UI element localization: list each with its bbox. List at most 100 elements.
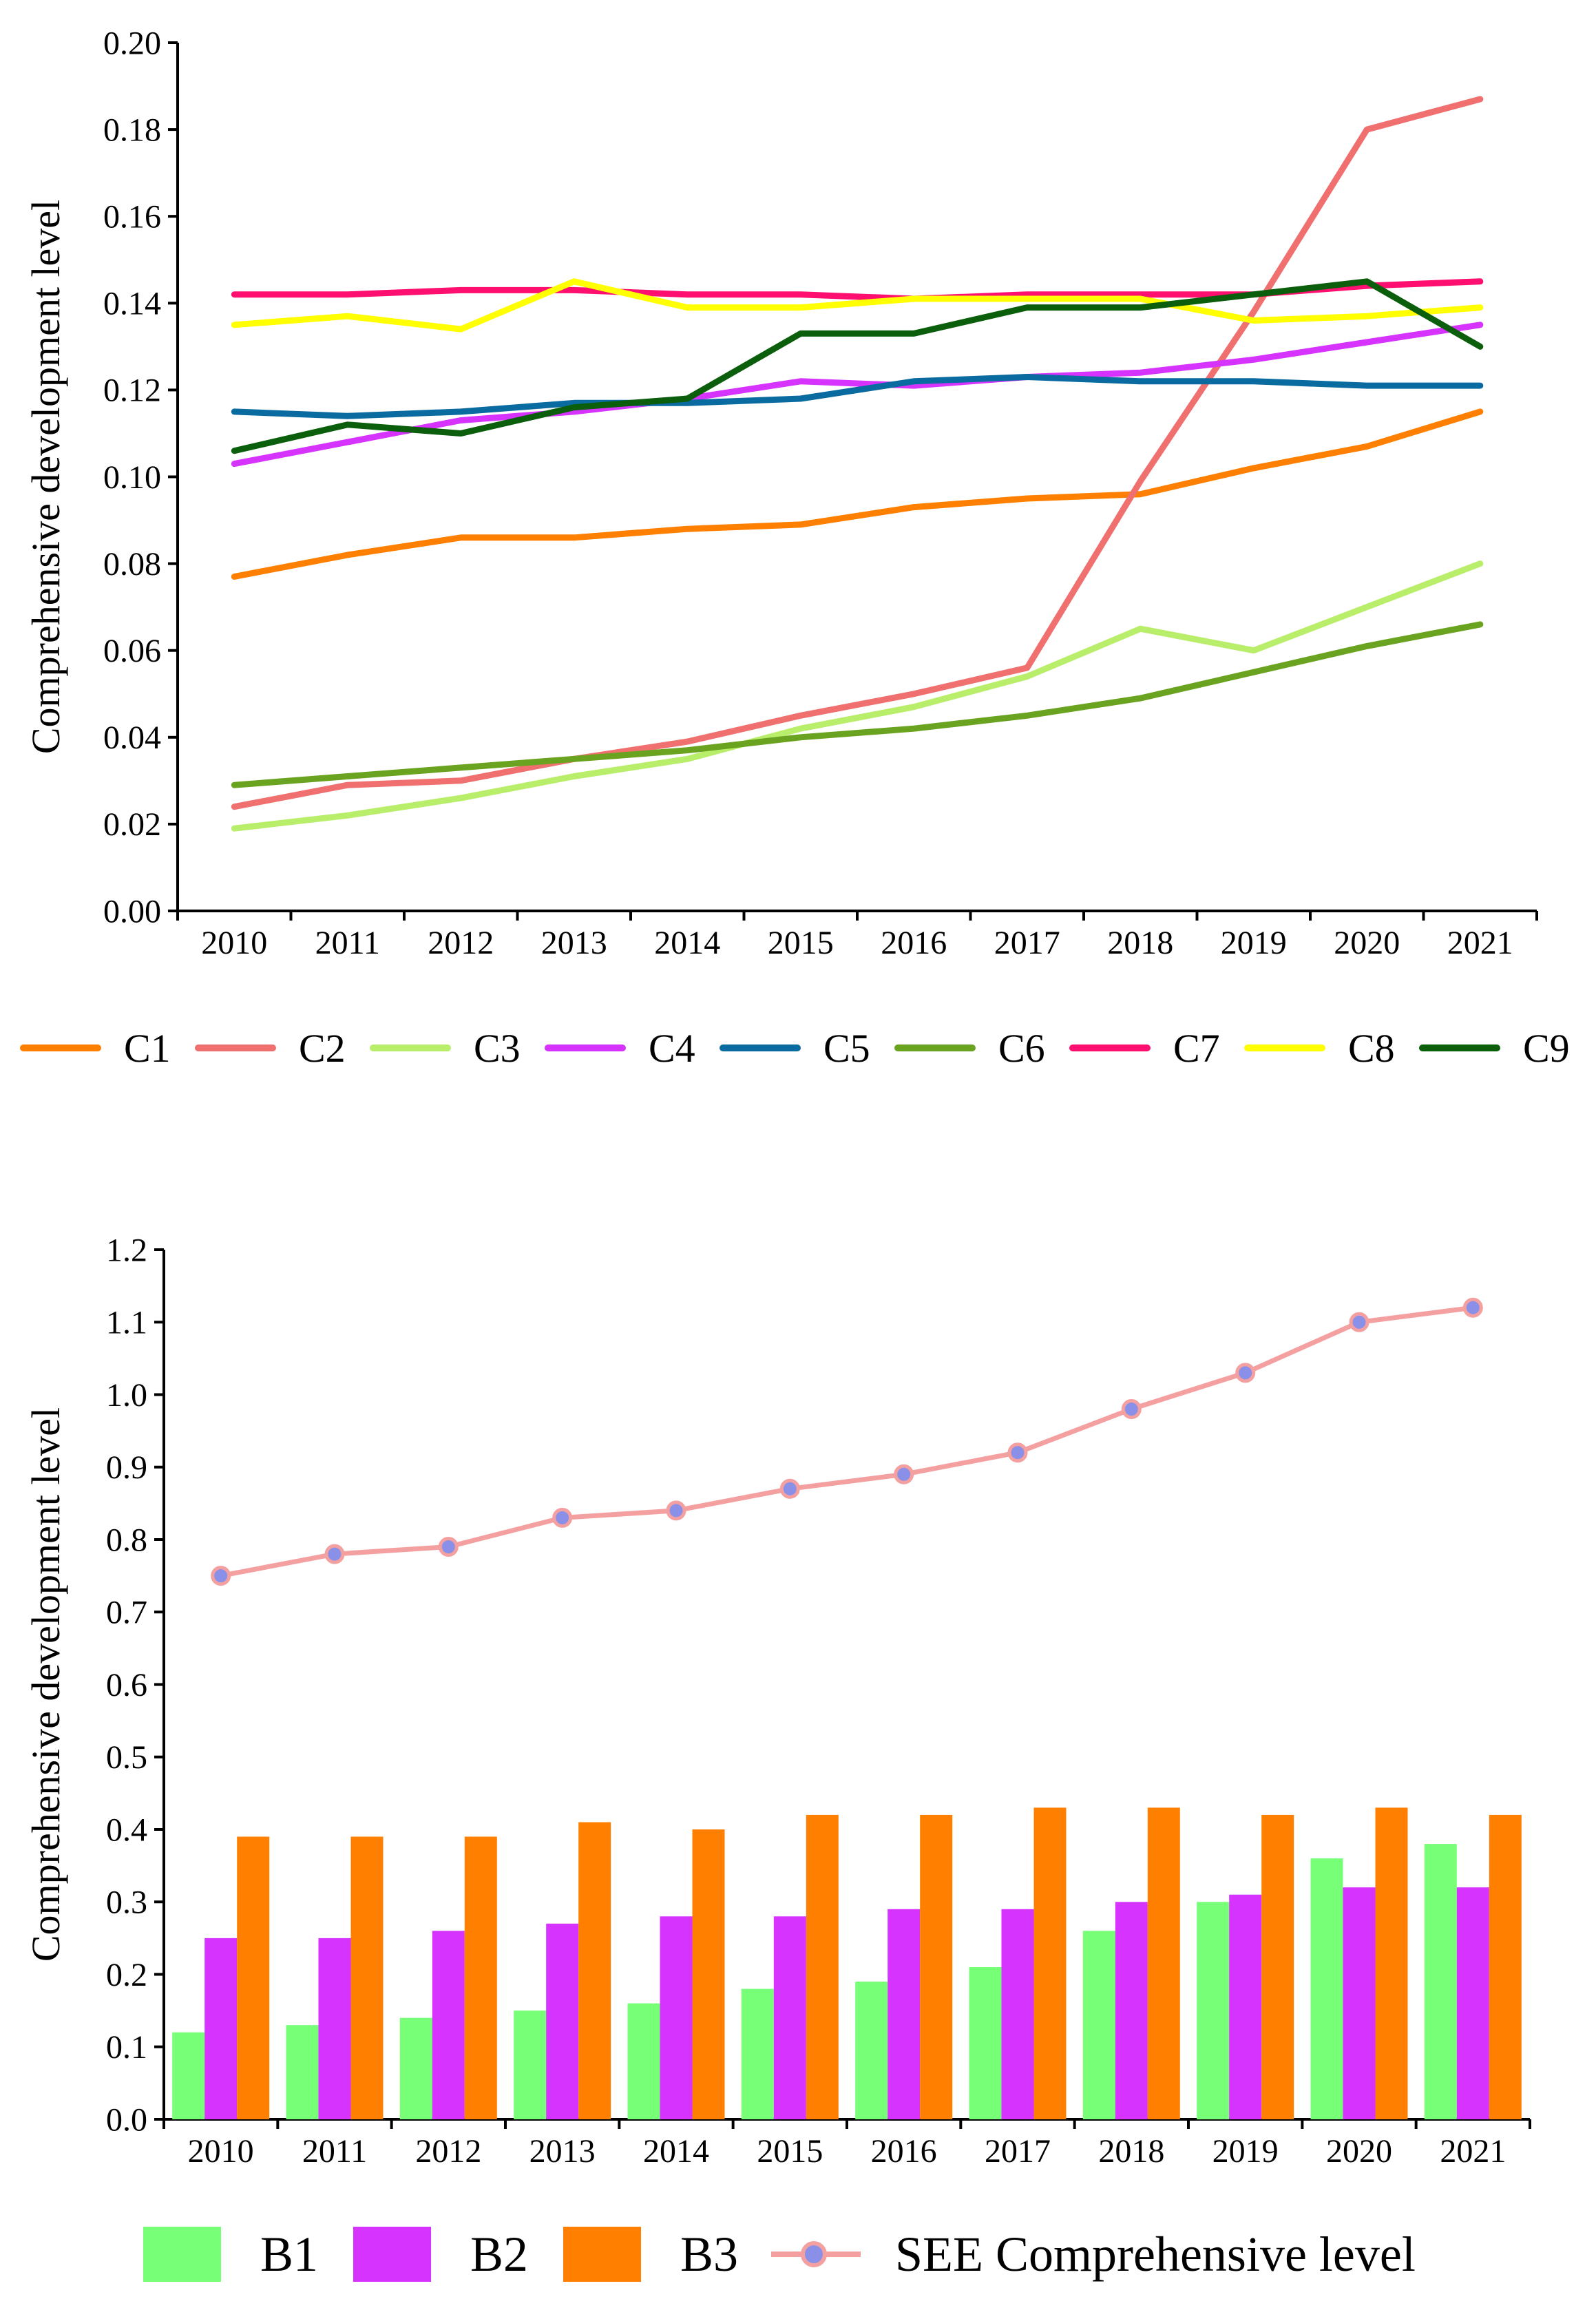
y-tick-label: 1.1 bbox=[106, 1305, 147, 1341]
x-tick-label: 2019 bbox=[1212, 2133, 1279, 2170]
x-tick-label: 2017 bbox=[985, 2133, 1051, 2170]
x-tick-label: 2014 bbox=[643, 2133, 709, 2170]
bar-b3-2012 bbox=[464, 1836, 497, 2119]
bar-b2-2012 bbox=[432, 1931, 465, 2119]
y-tick-label: 0.5 bbox=[106, 1739, 147, 1776]
series-line-c5 bbox=[231, 374, 1484, 419]
series-line-c1 bbox=[231, 408, 1484, 580]
x-tick-label: 2012 bbox=[428, 925, 494, 961]
legend-label-c2: C2 bbox=[299, 1026, 346, 1071]
series-line-c9 bbox=[231, 278, 1484, 454]
bar-b2-2021 bbox=[1456, 1887, 1489, 2119]
bar-b2-2018 bbox=[1115, 1902, 1148, 2120]
bar-b2-2010 bbox=[204, 1938, 238, 2119]
y-tick-label: 0.00 bbox=[103, 893, 161, 930]
bar-b2-2013 bbox=[546, 1923, 579, 2119]
series-line-c2 bbox=[231, 96, 1484, 810]
legend-label-see-comprehensive-level: SEE Comprehensive level bbox=[895, 2227, 1416, 2282]
y-tick-label: 0.14 bbox=[103, 286, 161, 322]
legend-label-c6: C6 bbox=[998, 1026, 1045, 1071]
bar-b3-2014 bbox=[692, 1829, 725, 2119]
x-tick-label: 2013 bbox=[541, 925, 607, 961]
bar-b1-2014 bbox=[627, 2003, 660, 2119]
legend-label-c7: C7 bbox=[1173, 1026, 1220, 1071]
y-tick-label: 0.6 bbox=[106, 1667, 147, 1703]
x-tick-label: 2011 bbox=[302, 2133, 367, 2170]
line-marker-2021 bbox=[1462, 1297, 1483, 1318]
bar-b3-2015 bbox=[806, 1814, 839, 2119]
x-tick-label: 2019 bbox=[1221, 925, 1287, 961]
bar-b2-2014 bbox=[660, 1916, 693, 2119]
bar-b1-2016 bbox=[855, 1982, 888, 2119]
y-tick-label: 0.3 bbox=[106, 1885, 147, 1921]
y-tick-label: 0.9 bbox=[106, 1449, 147, 1486]
legend-label-c3: C3 bbox=[474, 1026, 521, 1071]
x-tick-label: 2015 bbox=[768, 925, 834, 961]
legend-swatch-b1 bbox=[143, 2227, 221, 2282]
y-tick-label: 0.12 bbox=[103, 372, 161, 409]
bar-line-chart-b-indicators: 0.0 0.1 0.2 0.3 0.4 0.5 0.6 0.7 0.8 0.9 1.0 1.1 1.2 2… bbox=[23, 1232, 1531, 2282]
y-tick-label: 0.10 bbox=[103, 459, 161, 496]
y-tick-label: 0.18 bbox=[103, 112, 161, 148]
legend-label-c5: C5 bbox=[823, 1026, 870, 1071]
bar-b1-2019 bbox=[1197, 1902, 1230, 2120]
y-tick-label: 0.20 bbox=[103, 25, 161, 61]
y-tick-label: 0.8 bbox=[106, 1522, 147, 1558]
bar-b3-2020 bbox=[1375, 1807, 1408, 2119]
line-marker-2014 bbox=[666, 1500, 686, 1521]
x-tick-label: 2013 bbox=[529, 2133, 596, 2170]
legend-label-c8: C8 bbox=[1348, 1026, 1395, 1071]
bar-b1-2013 bbox=[514, 2011, 547, 2119]
series-line-c6 bbox=[231, 621, 1484, 788]
y-tick-label: 0.2 bbox=[106, 1957, 147, 1993]
line-marker-2013 bbox=[552, 1507, 573, 1528]
legend-label-b1: B1 bbox=[260, 2227, 318, 2282]
y-tick-label: 1.0 bbox=[106, 1377, 147, 1414]
bar-b3-2011 bbox=[350, 1836, 384, 2119]
legend-label-c9: C9 bbox=[1523, 1026, 1570, 1071]
x-tick-label: 2017 bbox=[994, 925, 1060, 961]
bar-b1-2012 bbox=[399, 2017, 432, 2119]
y-tick-label: 0.7 bbox=[106, 1595, 147, 1631]
series-line-see-comprehensive-level bbox=[220, 1305, 1473, 1579]
x-tick-label: 2011 bbox=[315, 925, 380, 961]
y-tick-label: 0.0 bbox=[106, 2101, 147, 2138]
legend-label-c1: C1 bbox=[124, 1026, 171, 1071]
y-tick-label: 0.04 bbox=[103, 720, 161, 756]
bar-b3-2016 bbox=[920, 1814, 953, 2119]
y-tick-label: 0.16 bbox=[103, 199, 161, 235]
bar-b1-2011 bbox=[286, 2025, 319, 2119]
bar-b3-2013 bbox=[578, 1822, 611, 2119]
y-axis-label: Comprehensive development level bbox=[23, 200, 68, 754]
legend-swatch-b2 bbox=[353, 2227, 431, 2282]
bar-b2-2015 bbox=[773, 1916, 806, 2119]
x-tick-label: 2020 bbox=[1334, 925, 1400, 961]
bar-b2-2016 bbox=[888, 1909, 921, 2119]
bar-b3-2018 bbox=[1147, 1807, 1180, 2119]
line-marker-2016 bbox=[894, 1464, 914, 1484]
x-tick-label: 2012 bbox=[415, 2133, 481, 2170]
y-tick-label: 0.02 bbox=[103, 806, 161, 843]
bar-b1-2017 bbox=[969, 1967, 1002, 2119]
bar-b1-2018 bbox=[1082, 1931, 1115, 2119]
bar-b3-2021 bbox=[1489, 1814, 1522, 2119]
x-tick-label: 2010 bbox=[201, 925, 267, 961]
y-tick-label: 0.1 bbox=[106, 2029, 147, 2066]
bar-b1-2015 bbox=[741, 1988, 774, 2119]
series-line-c4 bbox=[231, 322, 1484, 468]
bar-b3-2010 bbox=[237, 1836, 270, 2119]
x-tick-label: 2015 bbox=[757, 2133, 823, 2170]
x-tick-label: 2021 bbox=[1440, 2133, 1506, 2170]
legend-swatch-b3 bbox=[563, 2227, 641, 2282]
legend-label-b3: B3 bbox=[680, 2227, 738, 2282]
y-tick-label: 0.06 bbox=[103, 633, 161, 669]
line-marker-2010 bbox=[211, 1566, 231, 1586]
x-tick-label: 2018 bbox=[1107, 925, 1173, 961]
line-marker-2015 bbox=[779, 1478, 800, 1499]
y-tick-label: 1.2 bbox=[106, 1232, 147, 1268]
bar-b2-2020 bbox=[1343, 1887, 1376, 2119]
y-axis-label: Comprehensive development level bbox=[23, 1407, 68, 1962]
legend-swatch-see-marker bbox=[801, 2241, 827, 2267]
line-marker-2017 bbox=[1007, 1442, 1028, 1463]
